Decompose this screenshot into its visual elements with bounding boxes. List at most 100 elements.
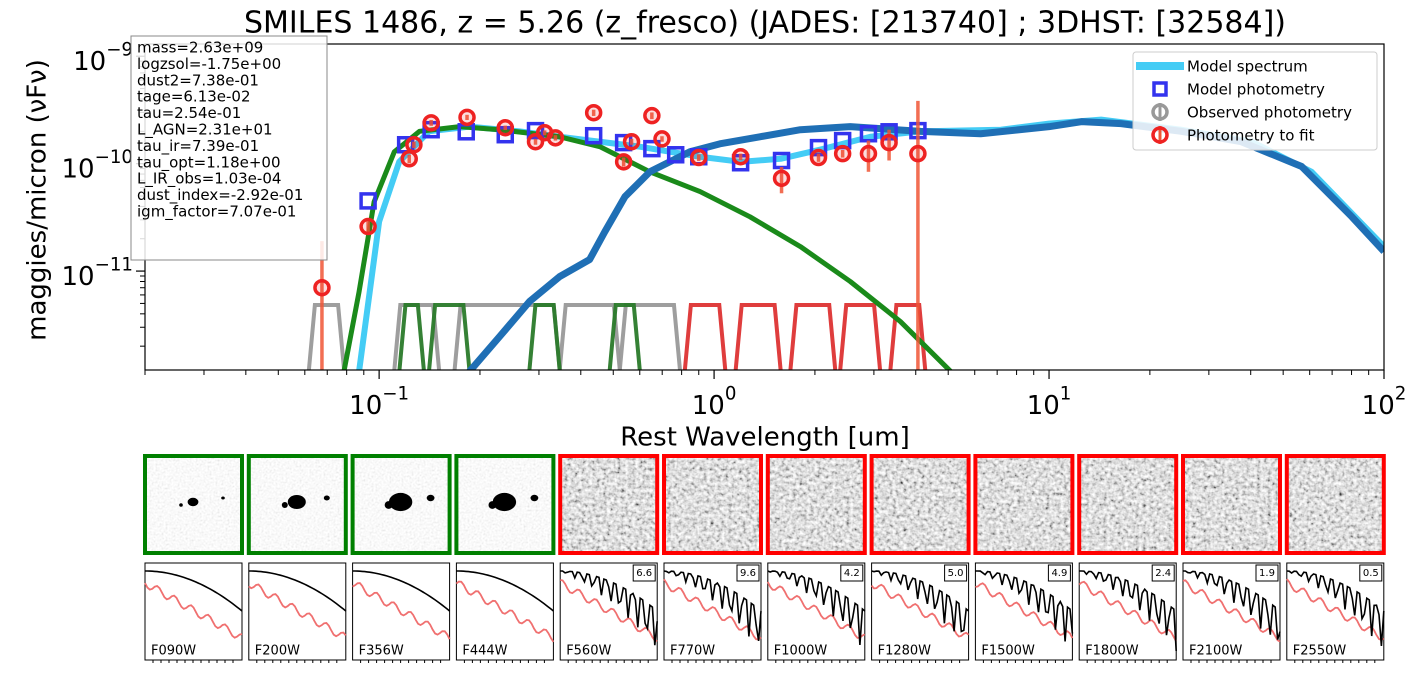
- model-curve: [870, 583, 970, 638]
- cutout: F1000W 4.2: [765, 454, 867, 663]
- x-tick-label: 100: [692, 383, 737, 420]
- model-curve: [560, 579, 658, 642]
- observed-curve: [1079, 570, 1177, 652]
- photometry-point: [359, 217, 377, 236]
- photometry-point: [422, 114, 440, 132]
- photometry-point: [405, 135, 423, 154]
- photometry-point: [584, 103, 603, 122]
- param-text: igm_factor=7.07e-01: [137, 203, 296, 222]
- source-blob: [492, 492, 517, 512]
- source-blob: [281, 502, 288, 508]
- score-box: [1359, 564, 1383, 582]
- param-text: L_AGN=2.31e+01: [137, 121, 273, 140]
- model-curve: [455, 580, 555, 643]
- source-blob: [179, 503, 183, 507]
- photometry-point: [833, 144, 852, 163]
- sed-panel: [352, 562, 451, 661]
- observed-curve: [352, 570, 451, 612]
- score-label: 4.9: [1051, 568, 1067, 579]
- cutout-border: [973, 454, 1075, 555]
- observed-curve: [767, 570, 866, 646]
- photometry-point: [653, 130, 671, 148]
- x-tick-label: 10−1: [349, 383, 409, 420]
- score-box: [736, 564, 760, 582]
- score-label: 0.5: [1363, 568, 1379, 579]
- observed-curve: [1286, 570, 1385, 646]
- model-photometry-point: [666, 146, 685, 164]
- observed-curve: [248, 570, 347, 612]
- model-curve: [975, 582, 1074, 639]
- sed-panel: [455, 562, 554, 661]
- spectrum-line: [466, 118, 1384, 370]
- photometry-point: [690, 148, 708, 167]
- filter-label: F1500W: [981, 644, 1035, 659]
- model-curve: [352, 582, 451, 640]
- filter-label: F1280W: [878, 644, 932, 659]
- cutout-border: [246, 454, 348, 555]
- observed-curve: [456, 570, 554, 612]
- model-curve: [1078, 580, 1177, 642]
- filter-curve: [527, 303, 562, 370]
- param-text: tau=2.54e-01: [137, 104, 241, 122]
- source-blob: [530, 494, 539, 502]
- observed-curve: [663, 570, 762, 642]
- cutout-border: [558, 454, 660, 555]
- score-label: 1.9: [1259, 568, 1275, 579]
- photometry-point: [546, 129, 565, 147]
- model-curve: [663, 578, 762, 641]
- param-text: tau_ir=7.39e-01: [137, 137, 259, 156]
- cutout: F1800W 2.4: [1077, 454, 1179, 663]
- x-tick-label: 101: [1027, 383, 1072, 420]
- filter-curve: [306, 303, 347, 370]
- filter-label: F2100W: [1189, 644, 1243, 659]
- filter-label: F200W: [255, 644, 300, 659]
- score-box: [632, 564, 656, 582]
- cutout-image: [975, 456, 1073, 553]
- cutout: F2550W 0.5: [1284, 454, 1386, 663]
- score-box: [944, 564, 968, 582]
- cutout: F560W 6.6: [558, 454, 660, 663]
- cutout: F090W: [143, 454, 244, 663]
- cutout: F770W 9.6: [662, 454, 763, 663]
- model-photometry-point: [359, 192, 377, 210]
- observed-curve: [1183, 570, 1281, 640]
- score-label: 4.2: [844, 568, 860, 579]
- filter-curve: [557, 303, 622, 370]
- filter-curve: [733, 303, 783, 370]
- cutout-image: [560, 456, 658, 553]
- y-tick-label: 10−9: [73, 40, 133, 77]
- x-axis-label: Rest Wavelength [um]: [620, 423, 910, 453]
- filter-curve: [607, 303, 642, 370]
- cutout: F1280W 5.0: [869, 454, 971, 663]
- cutout-border: [662, 454, 763, 555]
- score-label: 9.6: [740, 568, 756, 579]
- y-axis-label: maggies/micron (νFν): [23, 59, 53, 341]
- filter-label: F560W: [566, 644, 611, 659]
- photometry-point: [643, 106, 661, 125]
- observed-curve: [975, 570, 1074, 642]
- y-tick-label: 10−10: [62, 147, 133, 184]
- filter-curve: [682, 303, 728, 370]
- filter-curve: [888, 303, 928, 370]
- score-label: 6.6: [636, 568, 652, 579]
- legend-label: Photometry to fit: [1187, 127, 1315, 145]
- x-tick-label: 102: [1362, 383, 1407, 420]
- legend-symbol: [1152, 81, 1168, 97]
- cutout-image: [1079, 456, 1177, 553]
- score-label: 5.0: [948, 568, 964, 579]
- cutout-border: [454, 454, 556, 555]
- model-curve: [1182, 579, 1281, 643]
- overlay: 10−1 100 101 102 10−11 10−10 10−9 Model spectru…: [62, 35, 1407, 421]
- photometry-point: [496, 118, 515, 137]
- source-blob: [187, 497, 199, 507]
- photometry-point: [400, 150, 418, 168]
- model-photometry-point: [643, 139, 661, 158]
- photometry-point: [614, 153, 633, 171]
- filter-label: F444W: [462, 644, 507, 659]
- source-blob: [488, 501, 497, 509]
- legend-label: Model spectrum: [1187, 58, 1308, 76]
- filter-curve: [427, 303, 472, 370]
- photometry-point: [731, 147, 750, 166]
- filter-label: F770W: [670, 644, 715, 659]
- param-box: [130, 35, 328, 261]
